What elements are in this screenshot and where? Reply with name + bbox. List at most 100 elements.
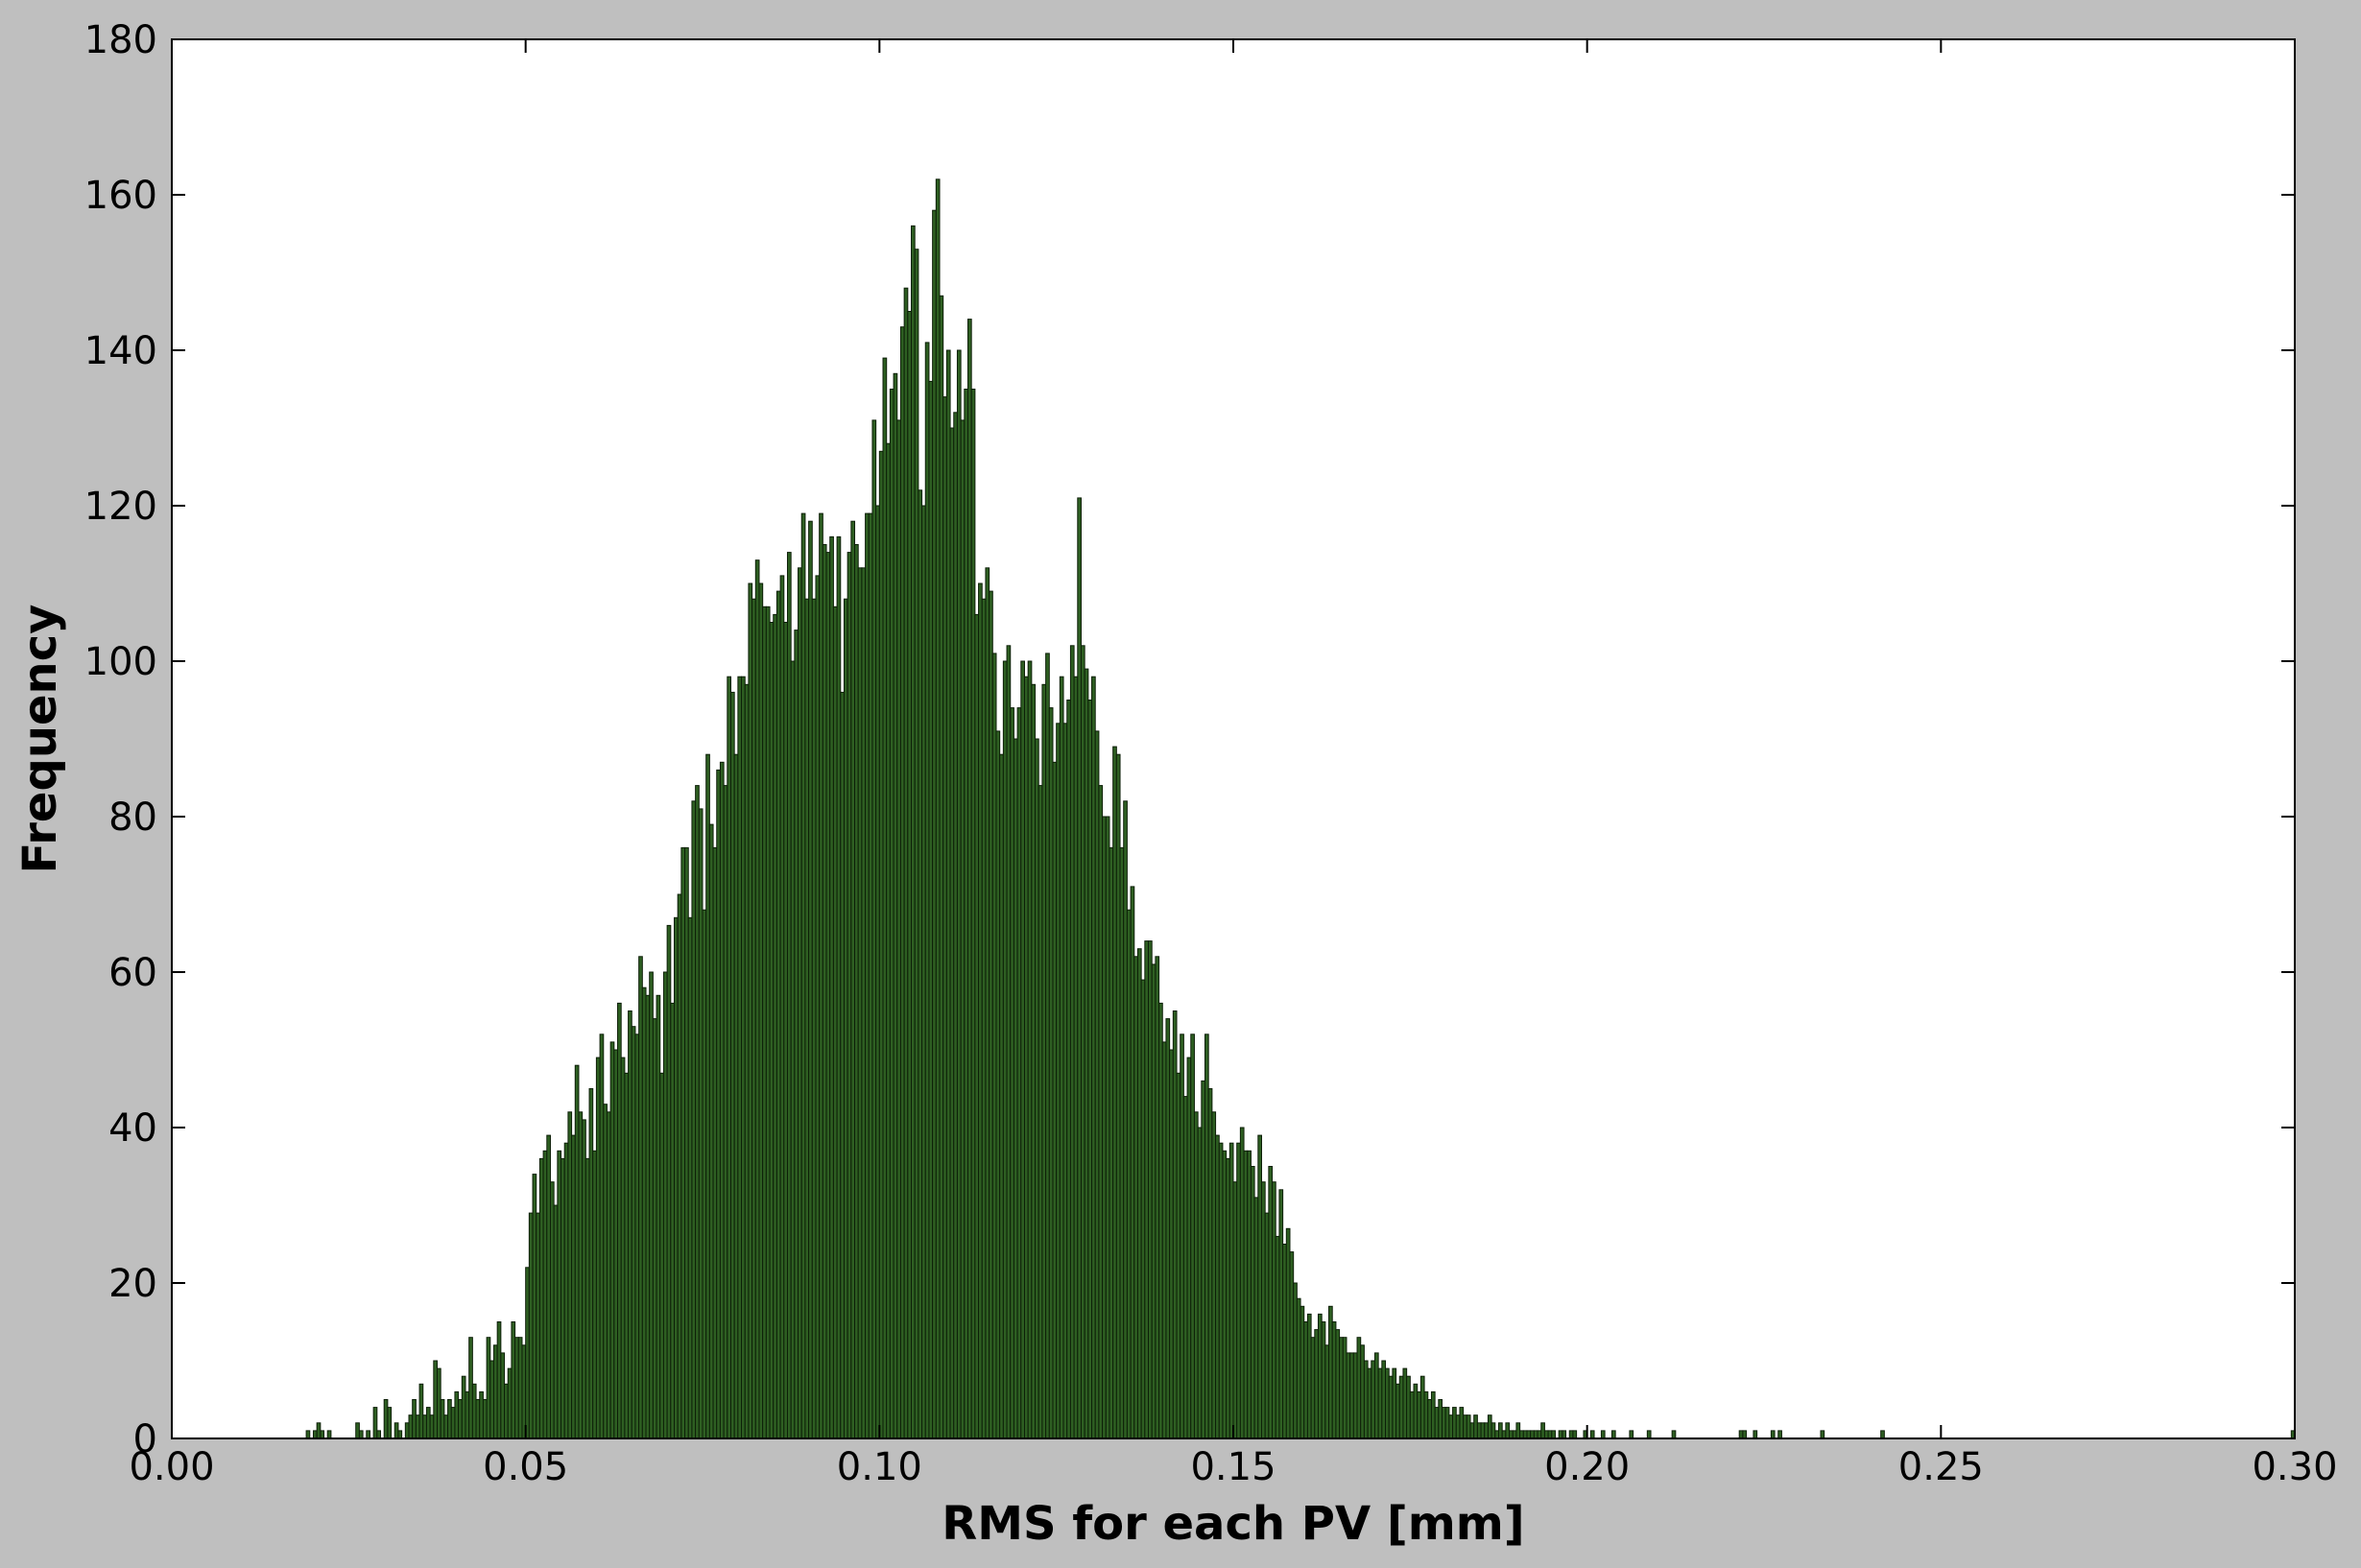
histogram-bar (1419, 1375, 1425, 1439)
histogram-bar (511, 1321, 516, 1439)
histogram-bar (1558, 1430, 1563, 1439)
histogram-bar (1373, 1352, 1379, 1439)
histogram-bar (546, 1134, 551, 1439)
histogram-bar (482, 1399, 488, 1439)
histogram-bar (1331, 1321, 1337, 1439)
histogram-bar (492, 1344, 498, 1439)
histogram-bar (659, 1072, 664, 1439)
histogram-bar (999, 753, 1004, 1439)
histogram-bar (641, 986, 647, 1439)
histogram-bar (538, 1157, 544, 1439)
histogram-bar (1232, 1181, 1238, 1439)
histogram-bar (1133, 956, 1138, 1439)
histogram-bar (609, 1041, 615, 1439)
histogram-bar (326, 1430, 332, 1439)
histogram-bar (942, 396, 947, 1439)
histogram-bar (960, 419, 966, 1439)
x-tick-label: 0.00 (129, 1445, 214, 1489)
histogram-bar (1278, 1189, 1284, 1439)
histogram-bar (1600, 1430, 1606, 1439)
histogram-bar (305, 1430, 311, 1439)
histogram-bar (1349, 1352, 1354, 1439)
histogram-bar (719, 761, 725, 1439)
histogram-bar (471, 1383, 477, 1439)
histogram-bar (1547, 1430, 1553, 1439)
histogram-bar (1352, 1352, 1358, 1439)
histogram-bar (886, 442, 891, 1439)
histogram-bar (1062, 723, 1068, 1439)
histogram-bar (649, 971, 654, 1439)
histogram-bar (861, 567, 867, 1439)
histogram-bar (1215, 1134, 1220, 1439)
histogram-bar (412, 1399, 417, 1439)
histogram-bar (758, 582, 764, 1439)
histogram-bar (1161, 1041, 1167, 1439)
histogram-bar (1753, 1430, 1758, 1439)
histogram-bar (1777, 1430, 1782, 1439)
histogram-bar (1530, 1430, 1535, 1439)
histogram-bar (397, 1430, 403, 1439)
histogram-bar (691, 800, 697, 1439)
histogram-bar (418, 1383, 424, 1439)
histogram-bar (588, 1088, 594, 1439)
histogram-bar (1056, 723, 1061, 1439)
y-tick-label: 140 (84, 329, 157, 373)
y-tick-label: 40 (108, 1106, 157, 1151)
histogram-bar (836, 535, 842, 1439)
histogram-bar (737, 676, 743, 1439)
histogram-bar (437, 1367, 441, 1439)
histogram-bar (1346, 1352, 1351, 1439)
histogram-bar (875, 505, 880, 1439)
histogram-bar (1388, 1375, 1394, 1439)
histogram-bar (366, 1430, 370, 1439)
histogram-bar (1045, 653, 1050, 1439)
histogram-bar (1367, 1367, 1372, 1439)
histogram-bar (536, 1212, 540, 1439)
histogram-bar (1136, 948, 1142, 1439)
y-tick-label: 180 (84, 18, 157, 62)
histogram-bar (1102, 816, 1107, 1439)
histogram-bar (924, 342, 930, 1439)
histogram-bar (1406, 1375, 1411, 1439)
histogram-bar (779, 575, 785, 1439)
histogram-bar (945, 349, 951, 1439)
histogram-bar (528, 1212, 534, 1439)
histogram-bar (1293, 1282, 1298, 1439)
histogram-bar (1476, 1422, 1482, 1439)
histogram-bar (1610, 1430, 1616, 1439)
histogram-bar (504, 1383, 509, 1439)
histogram-bar (582, 1119, 586, 1439)
histogram-bar (1770, 1430, 1776, 1439)
histogram-bar (1002, 660, 1008, 1439)
histogram-bar (486, 1337, 491, 1439)
histogram-bar (819, 512, 823, 1439)
histogram-bar (571, 1134, 576, 1439)
histogram-bar (1126, 909, 1132, 1439)
histogram-bar (765, 606, 771, 1439)
histogram-bar (1392, 1367, 1397, 1439)
histogram-bar (1509, 1430, 1514, 1439)
histogram-bar (549, 1181, 555, 1439)
histogram-bar (899, 326, 905, 1439)
histogram-bar (507, 1367, 513, 1439)
y-tick-label: 80 (108, 796, 157, 840)
histogram-bar (769, 622, 775, 1439)
histogram-bar (521, 1344, 527, 1439)
histogram-bar (964, 389, 968, 1439)
histogram-bar (613, 1049, 619, 1439)
histogram-bar (1272, 1181, 1276, 1439)
histogram-bar (1010, 707, 1014, 1439)
histogram-bar (953, 412, 958, 1439)
y-axis-ticks: 0 20 40 60 80 100 120 140 160 180 (84, 18, 2295, 1461)
histogram-bar (1006, 645, 1012, 1439)
histogram-bar (783, 622, 788, 1439)
histogram-bar (1211, 1111, 1217, 1439)
histogram-bar (1328, 1305, 1333, 1439)
histogram-bar (1385, 1367, 1390, 1439)
histogram-bar (1247, 1150, 1252, 1439)
histogram-bar (387, 1407, 393, 1439)
histogram-bar (355, 1422, 360, 1439)
histogram-bar (857, 567, 863, 1439)
histogram-bar (560, 1157, 565, 1439)
histogram-bar (1260, 1181, 1266, 1439)
